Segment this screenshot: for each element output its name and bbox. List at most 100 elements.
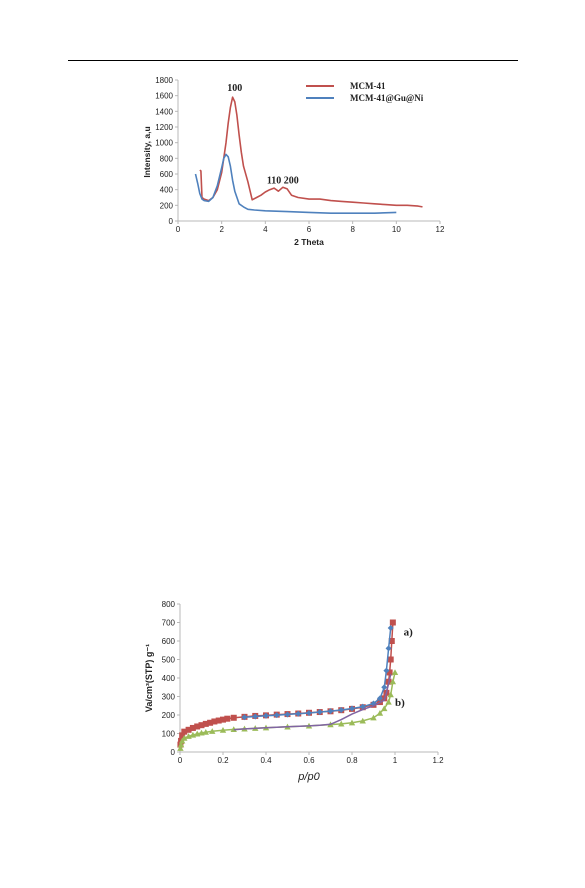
iso-point-a-des [383,667,390,674]
iso-point-a-ads [359,704,366,711]
isotherm-ylabel-text: Va/cm³(STP) g⁻¹ [144,644,154,712]
iso-y-tick-label: 700 [162,619,176,628]
iso-curve-annotation-1: a) [404,626,414,638]
iso-point-b-ads [262,724,270,731]
iso-point-a-ads [178,737,185,744]
iso-point-a-des [381,684,388,691]
iso-point-a-ads [376,699,383,706]
iso-point-a-des [338,707,345,714]
iso-point-a-ads [230,714,237,721]
iso-point-b-ads [194,730,201,737]
xrd-y-tick-label: 1800 [155,76,173,85]
iso-point-b-ads [348,719,356,726]
xrd-y-tick-label: 0 [169,217,174,226]
iso-point-a-ads [387,656,394,663]
iso-point-b-ads [181,734,188,741]
iso-point-a-des [385,645,392,652]
iso-x-tick-label: 0.6 [303,756,315,765]
iso-point-b-ads [327,721,334,728]
xrd-y-tick-label: 200 [160,201,174,210]
iso-point-a-des [273,712,280,719]
iso-point-a-ads [220,716,226,723]
iso-point-b-ads [385,698,392,705]
iso-point-a-ads [385,678,392,685]
iso-y-tick-label: 500 [162,656,176,665]
iso-point-a-des [295,710,302,717]
iso-point-b-ads [370,714,377,721]
iso-point-a-ads [185,726,192,733]
iso-y-tick-label: 600 [162,637,176,646]
iso-point-a-ads [284,711,291,718]
iso-point-a-ads [189,724,196,731]
iso-point-a-ads [194,723,201,730]
iso-point-a-des [327,708,334,715]
iso-x-tick-label: 0.4 [260,756,272,765]
iso-series-line-1 [179,622,394,745]
header-rule [68,60,518,61]
iso-point-a-ads [388,638,395,644]
iso-point-a-ads [263,712,269,719]
iso-point-a-ads [295,710,302,717]
iso-point-a-des [284,711,291,718]
isotherm-ylabel: Va/cm³(STP) g⁻¹ [144,644,154,712]
xrd-y-tick-label: 1200 [155,123,173,132]
xrd-y-tick-label: 1400 [155,107,173,116]
iso-y-tick-label: 0 [171,748,176,757]
xrd-y-tick-label: 1600 [155,92,173,101]
iso-curve-annotation-2: b) [395,697,405,709]
iso-point-b-ads [230,726,237,733]
iso-point-a-des [263,712,269,719]
xrd-y-tick-label: 600 [160,170,174,179]
iso-series-line-2 [244,627,392,718]
xrd-x-tick-label: 2 [219,225,224,234]
iso-point-a-ads [241,713,248,720]
iso-point-a-ads [224,715,231,722]
iso-point-a-ads [177,741,184,748]
iso-point-a-des [252,713,259,720]
iso-point-a-ads [252,712,259,719]
iso-point-a-ads [273,711,280,718]
iso-point-a-ads [338,707,345,714]
iso-y-tick-label: 800 [162,600,176,609]
xrd-peak-annotation-1: 100 [227,83,242,94]
xrd-x-tick-label: 0 [176,225,181,234]
iso-point-a-des [306,709,312,716]
iso-point-b-ads [189,731,197,738]
iso-point-b-ads [185,733,192,739]
iso-y-tick-label: 100 [162,730,176,739]
iso-y-tick-label: 400 [162,674,176,683]
iso-x-tick-label: 0.2 [217,756,229,765]
xrd-y-tick-label: 1000 [155,139,173,148]
iso-x-tick-label: 1 [393,756,398,765]
xrd-y-tick-label: 400 [160,186,174,195]
xrd-y-tick-label: 800 [160,154,174,163]
iso-point-b-ads [381,705,388,712]
iso-point-a-des [387,625,394,632]
iso-point-a-ads [215,717,222,724]
iso-point-b-ads [376,709,384,716]
iso-point-b-ads [359,717,366,724]
iso-point-a-ads [316,709,323,716]
iso-point-b-ads [241,725,248,732]
iso-point-a-ads [306,709,312,716]
iso-x-tick-label: 0.8 [346,756,358,765]
iso-series-line-3 [179,672,396,749]
xrd-xlabel: 2 Theta [294,237,324,247]
iso-point-a-ads [383,689,390,696]
iso-point-a-des [241,714,248,721]
iso-point-a-ads [179,732,186,739]
iso-point-b-ads [252,725,259,731]
xrd-x-tick-label: 6 [307,225,312,234]
xrd-legend-label-1: MCM-41 [350,81,386,91]
iso-point-b-ads [219,726,227,733]
iso-y-tick-label: 300 [162,693,176,702]
iso-x-tick-label: 1.2 [432,756,444,765]
isotherm-xlabel: p/p0 [297,771,320,783]
iso-point-b-ads [177,741,185,748]
iso-point-b-ads [391,669,399,676]
iso-point-a-ads [327,708,334,715]
iso-point-a-des [316,709,323,716]
iso-point-b-ads [387,691,394,698]
iso-point-a-ads [349,705,355,712]
